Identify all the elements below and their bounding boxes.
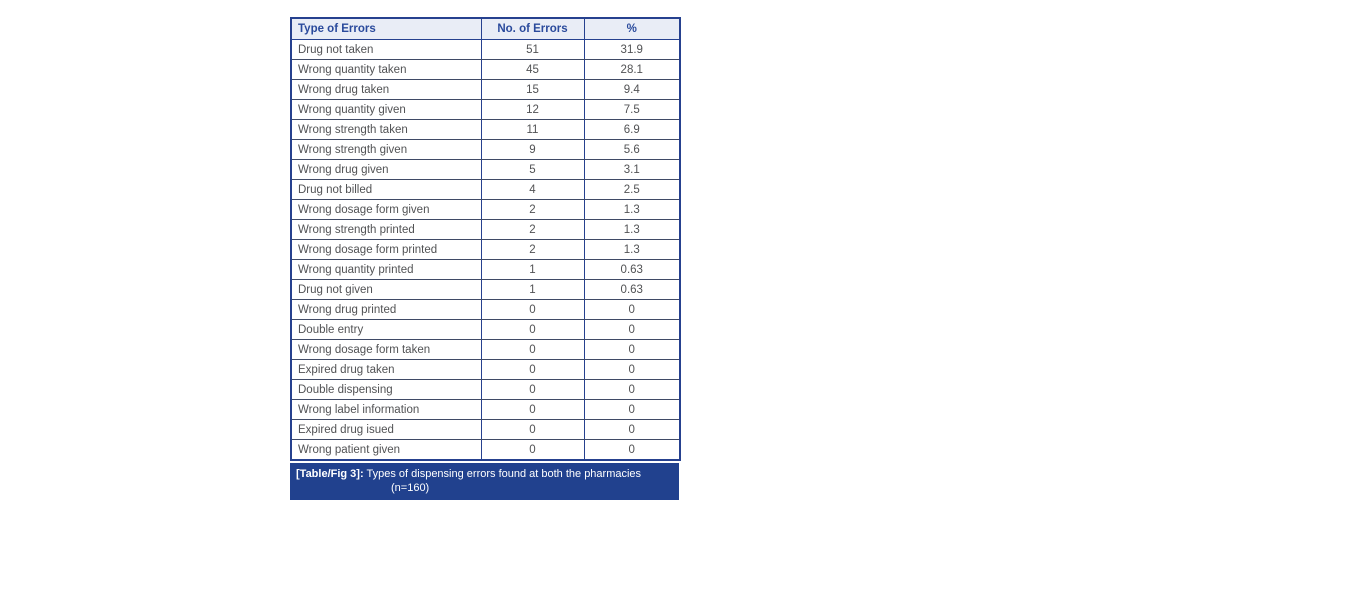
cell-error-type: Double entry: [290, 319, 482, 340]
cell-error-count: 12: [480, 99, 585, 120]
cell-error-type: Wrong patient given: [290, 439, 482, 461]
table-row: Wrong dosage form taken 0 0: [290, 339, 681, 360]
cell-error-type: Wrong drug printed: [290, 299, 482, 320]
table-row: Wrong label information 0 0: [290, 399, 681, 420]
table-row: Wrong quantity printed 1 0.63: [290, 259, 681, 280]
cell-error-type: Wrong quantity given: [290, 99, 482, 120]
table-row: Wrong drug printed 0 0: [290, 299, 681, 320]
cell-error-count: 45: [480, 59, 585, 80]
cell-error-percent: 0: [583, 359, 681, 380]
cell-error-count: 0: [480, 379, 585, 400]
cell-error-percent: 9.4: [583, 79, 681, 100]
cell-error-type: Wrong label information: [290, 399, 482, 420]
table-row: Drug not taken 51 31.9: [290, 39, 681, 60]
cell-error-percent: 1.3: [583, 239, 681, 260]
cell-error-count: 0: [480, 439, 585, 461]
table-row: Wrong dosage form printed 2 1.3: [290, 239, 681, 260]
cell-error-type: Double dispensing: [290, 379, 482, 400]
table-header: Type of Errors No. of Errors %: [290, 17, 681, 40]
cell-error-percent: 31.9: [583, 39, 681, 60]
cell-error-count: 4: [480, 179, 585, 200]
cell-error-percent: 3.1: [583, 159, 681, 180]
cell-error-count: 0: [480, 399, 585, 420]
cell-error-percent: 0.63: [583, 259, 681, 280]
cell-error-percent: 0: [583, 339, 681, 360]
cell-error-type: Wrong strength printed: [290, 219, 482, 240]
cell-error-count: 1: [480, 259, 585, 280]
cell-error-count: 1: [480, 279, 585, 300]
cell-error-count: 5: [480, 159, 585, 180]
caption-subtext: (n=160): [391, 482, 430, 494]
table-row: Wrong drug taken 15 9.4: [290, 79, 681, 100]
cell-error-type: Wrong dosage form taken: [290, 339, 482, 360]
cell-error-type: Wrong strength given: [290, 139, 482, 160]
table-body: Drug not taken 51 31.9 Wrong quantity taken…: [290, 39, 681, 461]
table-row: Wrong strength printed 2 1.3: [290, 219, 681, 240]
col-header-no-of-errors: No. of Errors: [480, 17, 585, 40]
table-row: Double dispensing 0 0: [290, 379, 681, 400]
cell-error-type: Expired drug taken: [290, 359, 482, 380]
cell-error-percent: 7.5: [583, 99, 681, 120]
table-row: Wrong patient given 0 0: [290, 439, 681, 461]
cell-error-type: Wrong quantity printed: [290, 259, 482, 280]
cell-error-count: 0: [480, 419, 585, 440]
cell-error-percent: 6.9: [583, 119, 681, 140]
table-row: Drug not given 1 0.63: [290, 279, 681, 300]
table-row: Wrong quantity taken 45 28.1: [290, 59, 681, 80]
cell-error-count: 51: [480, 39, 585, 60]
cell-error-percent: 0: [583, 419, 681, 440]
table-row: Wrong drug given 5 3.1: [290, 159, 681, 180]
dispensing-errors-figure: Type of Errors No. of Errors % Drug not …: [290, 17, 681, 500]
header-row: Type of Errors No. of Errors %: [290, 17, 681, 40]
cell-error-count: 0: [480, 339, 585, 360]
col-header-type-of-errors: Type of Errors: [290, 17, 482, 40]
cell-error-percent: 5.6: [583, 139, 681, 160]
cell-error-type: Wrong strength taken: [290, 119, 482, 140]
cell-error-type: Drug not taken: [290, 39, 482, 60]
cell-error-count: 0: [480, 359, 585, 380]
cell-error-percent: 0: [583, 299, 681, 320]
cell-error-type: Drug not given: [290, 279, 482, 300]
cell-error-count: 11: [480, 119, 585, 140]
cell-error-type: Wrong dosage form printed: [290, 239, 482, 260]
cell-error-percent: 0: [583, 319, 681, 340]
cell-error-percent: 0.63: [583, 279, 681, 300]
table-row: Wrong dosage form given 2 1.3: [290, 199, 681, 220]
cell-error-percent: 1.3: [583, 219, 681, 240]
cell-error-percent: 0: [583, 439, 681, 461]
cell-error-percent: 2.5: [583, 179, 681, 200]
table-caption: [Table/Fig 3]: Types of dispensing error…: [290, 463, 679, 500]
cell-error-type: Wrong quantity taken: [290, 59, 482, 80]
table-row: Wrong strength taken 11 6.9: [290, 119, 681, 140]
cell-error-count: 9: [480, 139, 585, 160]
cell-error-count: 15: [480, 79, 585, 100]
cell-error-type: Wrong dosage form given: [290, 199, 482, 220]
dispensing-errors-table: Type of Errors No. of Errors % Drug not …: [290, 17, 681, 461]
col-header-percent: %: [583, 17, 681, 40]
cell-error-type: Expired drug isued: [290, 419, 482, 440]
cell-error-percent: 0: [583, 379, 681, 400]
table-row: Wrong strength given 9 5.6: [290, 139, 681, 160]
cell-error-type: Wrong drug taken: [290, 79, 482, 100]
table-row: Double entry 0 0: [290, 319, 681, 340]
cell-error-count: 0: [480, 319, 585, 340]
caption-line1: [Table/Fig 3]: Types of dispensing error…: [296, 467, 673, 481]
caption-text: Types of dispensing errors found at both…: [366, 468, 642, 480]
cell-error-percent: 1.3: [583, 199, 681, 220]
cell-error-count: 0: [480, 299, 585, 320]
cell-error-type: Wrong drug given: [290, 159, 482, 180]
table-row: Expired drug isued 0 0: [290, 419, 681, 440]
caption-label: [Table/Fig 3]:: [296, 468, 364, 480]
cell-error-percent: 28.1: [583, 59, 681, 80]
table-row: Expired drug taken 0 0: [290, 359, 681, 380]
cell-error-percent: 0: [583, 399, 681, 420]
cell-error-count: 2: [480, 239, 585, 260]
cell-error-count: 2: [480, 219, 585, 240]
cell-error-count: 2: [480, 199, 585, 220]
table-row: Wrong quantity given 12 7.5: [290, 99, 681, 120]
table-row: Drug not billed 4 2.5: [290, 179, 681, 200]
cell-error-type: Drug not billed: [290, 179, 482, 200]
